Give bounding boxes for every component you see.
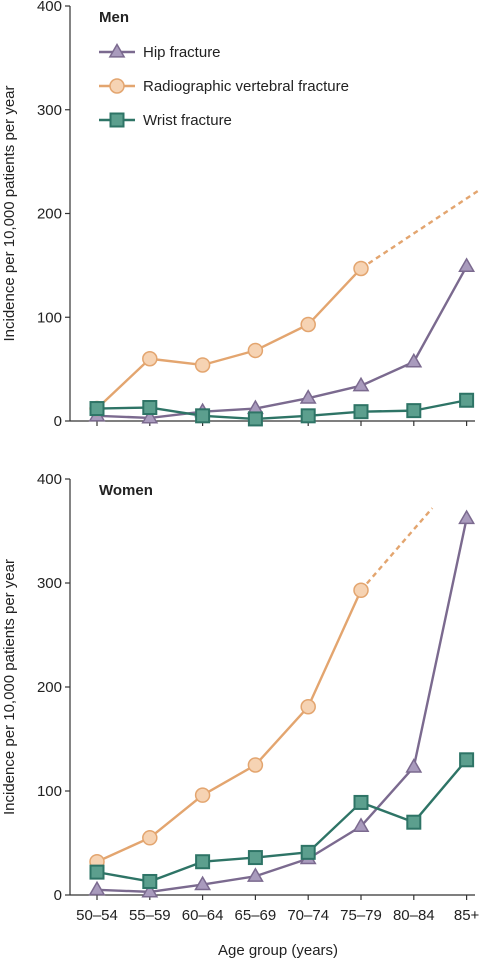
y-tick-label: 0 — [54, 887, 62, 904]
legend-label: Hip fracture — [143, 44, 221, 61]
data-point — [406, 814, 422, 830]
data-point — [352, 376, 370, 392]
x-tick-label: 85+ — [454, 907, 480, 924]
series-wrist-fracture — [89, 392, 475, 427]
x-tick-label: 70–74 — [287, 907, 329, 924]
data-point — [195, 854, 211, 870]
data-point — [352, 817, 370, 832]
data-point — [406, 403, 422, 419]
data-point — [194, 357, 211, 373]
data-point — [459, 392, 475, 408]
series-radiographic-vertebral-fracture — [89, 507, 434, 870]
series-extrapolation-line — [360, 188, 480, 270]
data-point — [405, 758, 423, 773]
series-line — [96, 265, 468, 420]
data-point — [194, 787, 211, 803]
data-point — [89, 864, 105, 880]
panel-title: Men — [99, 9, 129, 26]
y-tick-label: 100 — [37, 309, 62, 326]
data-point — [89, 401, 105, 417]
data-point — [247, 342, 264, 359]
y-tick-label: 300 — [37, 102, 62, 119]
data-point — [88, 880, 106, 896]
y-tick-label: 200 — [37, 679, 62, 696]
legend-marker — [109, 78, 125, 94]
data-point — [300, 316, 316, 333]
data-point — [247, 757, 264, 773]
series-hip-fracture — [88, 509, 476, 898]
data-point — [405, 352, 423, 368]
series-line — [96, 267, 362, 410]
data-point — [300, 408, 316, 424]
data-point — [353, 260, 369, 277]
data-point — [195, 408, 211, 424]
data-point — [458, 509, 476, 525]
data-point — [300, 699, 316, 715]
chart-panel-men: 0 100 200 300 400 Incidence per 10,000 patien… — [1, 0, 480, 430]
data-point — [246, 867, 264, 882]
y-tick-label: 400 — [37, 471, 62, 488]
panel-title: Women — [99, 482, 153, 499]
data-point — [353, 794, 369, 810]
y-tick-label: 0 — [54, 413, 62, 430]
data-point — [353, 582, 369, 599]
y-tick-label: 400 — [37, 0, 62, 15]
legend-label: Radiographic vertebral fracture — [143, 78, 349, 95]
x-tick-label: 55–59 — [129, 907, 171, 924]
series-line — [96, 399, 467, 421]
y-axis-label: Incidence per 10,000 patients per year — [1, 85, 18, 341]
data-point — [142, 830, 158, 846]
x-tick-label: 75–79 — [340, 907, 382, 924]
series-radiographic-vertebral-fracture — [89, 188, 480, 417]
data-point — [353, 404, 369, 420]
legend-label: Wrist fracture — [143, 112, 232, 129]
y-axis-label: Incidence per 10,000 patients per year — [1, 559, 18, 815]
series-extrapolation-line — [360, 507, 434, 592]
x-tick-label: 50–54 — [76, 907, 118, 924]
data-point — [299, 389, 317, 404]
data-point — [142, 351, 158, 367]
y-tick-label: 200 — [37, 206, 62, 223]
legend: Hip fracture Radiographic vertebral fract… — [99, 42, 349, 129]
data-point — [300, 844, 316, 860]
legend-marker — [109, 112, 125, 128]
data-point — [142, 873, 158, 889]
chart-panel-women: 0 100 200 300 400 50–54 55–59 60–64 65–69 70–74 75… — [1, 471, 480, 959]
data-point — [142, 400, 158, 416]
x-tick-label: 60–64 — [182, 907, 224, 924]
series-line — [96, 518, 468, 894]
legend-marker — [108, 42, 126, 58]
x-tick-label: 65–69 — [235, 907, 277, 924]
data-point — [247, 850, 263, 866]
data-point — [459, 752, 475, 768]
y-tick-label: 300 — [37, 575, 62, 592]
data-point — [141, 408, 159, 424]
data-point — [247, 411, 263, 427]
series-line — [96, 759, 468, 883]
data-point — [194, 875, 212, 891]
x-tick-label: 80–84 — [393, 907, 435, 924]
series-hip-fracture — [88, 257, 476, 424]
y-tick-label: 100 — [37, 783, 62, 800]
data-point — [458, 257, 476, 273]
data-point — [141, 882, 159, 898]
series-line — [96, 589, 363, 863]
series-wrist-fracture — [89, 752, 475, 889]
x-axis-label: Age group (years) — [218, 942, 338, 959]
